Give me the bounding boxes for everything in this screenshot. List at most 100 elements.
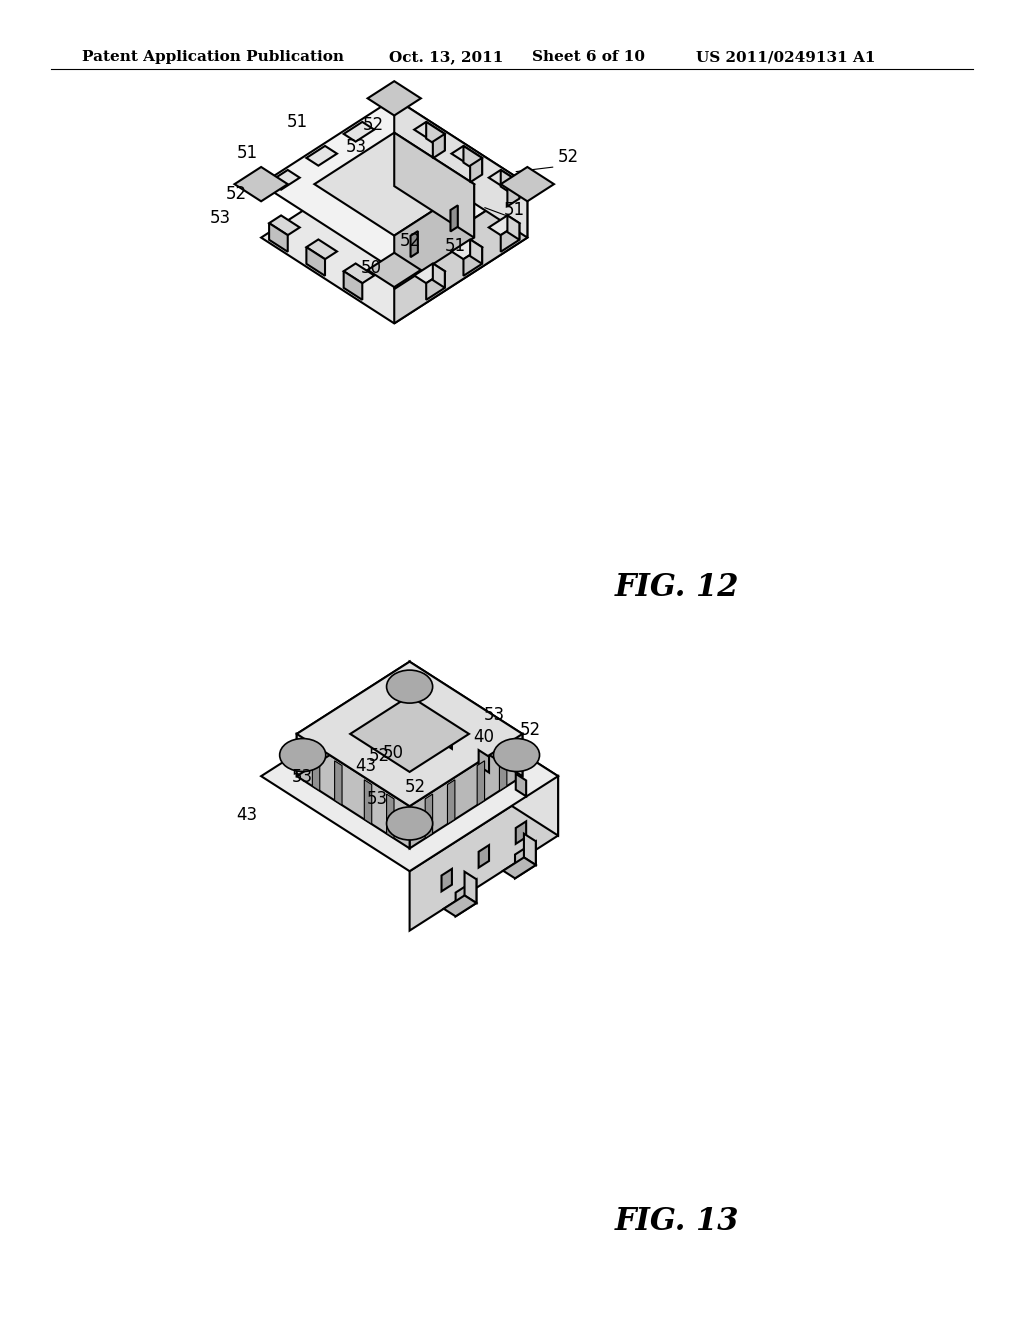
Polygon shape bbox=[441, 726, 452, 748]
Polygon shape bbox=[269, 223, 288, 252]
Text: Oct. 13, 2011: Oct. 13, 2011 bbox=[389, 50, 504, 65]
Text: 53: 53 bbox=[367, 791, 388, 808]
Polygon shape bbox=[394, 133, 474, 238]
Polygon shape bbox=[488, 170, 519, 190]
Polygon shape bbox=[441, 869, 452, 891]
Polygon shape bbox=[477, 760, 484, 805]
Text: 53: 53 bbox=[346, 137, 367, 156]
Polygon shape bbox=[501, 170, 519, 198]
Polygon shape bbox=[447, 780, 455, 824]
Polygon shape bbox=[269, 170, 300, 190]
Polygon shape bbox=[306, 147, 337, 166]
Polygon shape bbox=[451, 206, 458, 231]
Text: 52: 52 bbox=[400, 232, 421, 249]
Polygon shape bbox=[452, 147, 482, 166]
Polygon shape bbox=[501, 168, 554, 201]
Polygon shape bbox=[478, 750, 489, 772]
Polygon shape bbox=[297, 661, 522, 807]
Polygon shape bbox=[414, 121, 444, 141]
Text: 52: 52 bbox=[406, 777, 426, 796]
Polygon shape bbox=[470, 158, 482, 182]
Ellipse shape bbox=[494, 739, 540, 771]
Text: 51: 51 bbox=[287, 114, 307, 131]
Text: 40: 40 bbox=[473, 729, 494, 746]
Polygon shape bbox=[297, 734, 410, 849]
Polygon shape bbox=[335, 760, 342, 805]
Polygon shape bbox=[464, 147, 482, 174]
Polygon shape bbox=[410, 734, 522, 849]
Polygon shape bbox=[508, 215, 519, 240]
Polygon shape bbox=[350, 696, 469, 772]
Text: 51: 51 bbox=[503, 201, 524, 219]
Polygon shape bbox=[306, 247, 325, 276]
Polygon shape bbox=[234, 168, 288, 201]
Polygon shape bbox=[501, 223, 519, 252]
Text: 52: 52 bbox=[520, 721, 541, 739]
Polygon shape bbox=[516, 821, 526, 843]
Polygon shape bbox=[410, 776, 558, 931]
Polygon shape bbox=[433, 133, 444, 158]
Polygon shape bbox=[365, 780, 372, 824]
Polygon shape bbox=[394, 183, 527, 323]
Polygon shape bbox=[515, 841, 536, 878]
Text: 53: 53 bbox=[210, 209, 230, 227]
Polygon shape bbox=[368, 82, 421, 116]
Polygon shape bbox=[410, 661, 522, 776]
Polygon shape bbox=[500, 747, 507, 791]
Polygon shape bbox=[261, 98, 527, 271]
Text: 43: 43 bbox=[236, 805, 257, 824]
Text: US 2011/0249131 A1: US 2011/0249131 A1 bbox=[696, 50, 876, 65]
Polygon shape bbox=[297, 661, 410, 776]
Ellipse shape bbox=[387, 807, 433, 840]
Text: Patent Application Publication: Patent Application Publication bbox=[82, 50, 344, 65]
Text: 52: 52 bbox=[558, 148, 579, 165]
Text: 53: 53 bbox=[483, 706, 505, 723]
Text: 53: 53 bbox=[292, 768, 313, 785]
Polygon shape bbox=[425, 795, 432, 838]
Polygon shape bbox=[306, 239, 337, 259]
Text: 52: 52 bbox=[364, 116, 384, 135]
Polygon shape bbox=[456, 879, 476, 916]
Polygon shape bbox=[314, 133, 474, 235]
Polygon shape bbox=[465, 871, 476, 903]
Polygon shape bbox=[503, 858, 536, 878]
Polygon shape bbox=[524, 834, 536, 865]
Text: FIG. 12: FIG. 12 bbox=[614, 572, 739, 603]
Polygon shape bbox=[516, 774, 526, 796]
Polygon shape bbox=[344, 271, 362, 300]
Polygon shape bbox=[269, 215, 300, 235]
Polygon shape bbox=[414, 264, 444, 284]
Polygon shape bbox=[410, 681, 558, 836]
Text: 43: 43 bbox=[355, 758, 377, 775]
Polygon shape bbox=[368, 253, 421, 288]
Polygon shape bbox=[470, 239, 482, 264]
Polygon shape bbox=[464, 247, 482, 276]
Text: FIG. 13: FIG. 13 bbox=[614, 1205, 739, 1237]
Text: 50: 50 bbox=[361, 259, 382, 277]
Polygon shape bbox=[312, 747, 319, 791]
Text: 51: 51 bbox=[237, 144, 257, 162]
Polygon shape bbox=[387, 795, 394, 838]
Text: 50: 50 bbox=[383, 744, 404, 763]
Polygon shape bbox=[426, 121, 444, 150]
Polygon shape bbox=[488, 215, 519, 235]
Polygon shape bbox=[478, 845, 489, 867]
Ellipse shape bbox=[387, 671, 433, 704]
Text: 52: 52 bbox=[369, 747, 390, 766]
Polygon shape bbox=[443, 895, 476, 916]
Text: 51: 51 bbox=[444, 238, 466, 255]
Polygon shape bbox=[261, 681, 558, 871]
Polygon shape bbox=[433, 264, 444, 288]
Text: 52: 52 bbox=[226, 185, 247, 203]
Ellipse shape bbox=[280, 739, 326, 771]
Text: Sheet 6 of 10: Sheet 6 of 10 bbox=[532, 50, 645, 65]
Polygon shape bbox=[261, 152, 527, 323]
Polygon shape bbox=[508, 182, 519, 206]
Polygon shape bbox=[394, 98, 527, 238]
Polygon shape bbox=[452, 239, 482, 259]
Polygon shape bbox=[344, 264, 375, 284]
Polygon shape bbox=[426, 271, 444, 300]
Polygon shape bbox=[344, 121, 375, 141]
Polygon shape bbox=[411, 231, 418, 257]
Polygon shape bbox=[394, 183, 474, 289]
